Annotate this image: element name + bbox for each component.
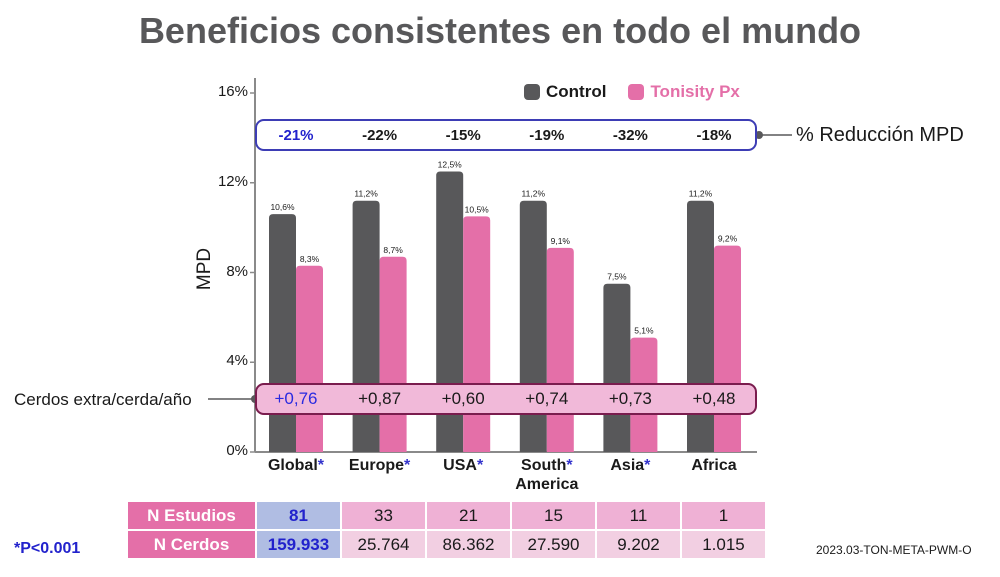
category-name: Africa (691, 457, 737, 474)
x-tick-label: Asia* (585, 456, 675, 475)
bar-control (603, 283, 631, 452)
extra-pigs-value: +0,60 (441, 389, 485, 408)
reduction-value: -22% (362, 127, 398, 144)
bar-tonisity (379, 256, 407, 452)
x-tick-label: South* America (502, 456, 592, 494)
reference-code: 2023.03-TON-META-PWM-O (816, 543, 972, 557)
legend-item-tonisity: Tonisity Px (628, 82, 740, 102)
extra-pigs-value: +0,73 (608, 389, 652, 408)
bar-value-label: 10,6% (270, 202, 295, 212)
reduction-value: -32% (612, 127, 648, 144)
significance-star: * (404, 457, 411, 474)
bar-tonisity (463, 216, 491, 452)
table-cell: 1 (680, 500, 767, 531)
reduction-box (255, 119, 757, 151)
bar-value-label: 8,7% (383, 245, 403, 255)
legend-label-control: Control (546, 82, 607, 101)
table-cell: 15 (510, 500, 597, 531)
legend-swatch-control (524, 84, 540, 100)
extra-pigs-label: Cerdos extra/cerda/año (14, 390, 192, 409)
studies-table: N Estudios 81 33 21 15 11 1 N Cerdos 159… (126, 500, 767, 560)
table-cell: 9.202 (595, 529, 682, 560)
y-tick-label: 8% (226, 262, 248, 280)
legend-swatch-tonisity (628, 84, 645, 100)
bar-value-label: 9,1% (551, 236, 571, 246)
category-name: Asia (610, 457, 645, 474)
extra-pigs-value: +0,76 (274, 389, 318, 408)
y-tick-label: 4% (226, 352, 248, 370)
bar-value-label: 11,2% (689, 189, 713, 199)
bar-value-label: 10,5% (465, 204, 490, 214)
bar-tonisity (714, 245, 741, 452)
chart-title: Beneficios consistentes en todo el mundo (138, 10, 862, 51)
extra-pigs-value: +0,74 (525, 389, 569, 408)
reduction-value: -21% (278, 127, 314, 144)
category-name: USA (443, 457, 477, 474)
extra-pigs-value: +0,87 (358, 389, 402, 408)
y-tick-label: 12% (217, 172, 248, 190)
table-cell: 21 (425, 500, 512, 531)
bar-labels: 10,6% 8,3% 11,2% 8,7% 12,5% 10,5% 11,2% 9,1% 7,5… (270, 160, 737, 336)
x-tick-label: Europe* (335, 456, 425, 475)
category-name-line2: America (515, 476, 579, 493)
table-cell: 33 (340, 500, 427, 531)
category-name: Global (267, 457, 318, 474)
legend-item-control: Control (524, 82, 606, 102)
extra-pigs-value: +0,48 (692, 389, 736, 408)
x-tick-label: Global* (251, 456, 341, 475)
bar-value-label: 12,5% (438, 160, 463, 170)
reduction-value: -15% (445, 127, 481, 144)
significance-star: * (317, 457, 324, 474)
legend-label-tonisity: Tonisity Px (650, 82, 740, 101)
table-row-studies: N Estudios 81 33 21 15 11 1 (126, 500, 767, 531)
connectors (208, 131, 792, 403)
y-tick-label: 16% (217, 83, 248, 100)
category-name: South (521, 457, 567, 474)
significance-star: * (566, 457, 573, 474)
significance-footnote: *P<0.001 (14, 540, 81, 557)
bar-control (436, 171, 464, 452)
bar-tonisity (296, 265, 323, 452)
table-cell: 27.590 (510, 529, 597, 560)
bar-value-label: 7,5% (607, 272, 627, 282)
reduction-connector-dot (755, 131, 763, 139)
table-cell: 1.015 (680, 529, 767, 560)
bar-value-label: 8,3% (300, 254, 320, 264)
reduction-value: -18% (696, 127, 732, 144)
extra-pigs-box (255, 383, 757, 415)
reduction-value: -19% (529, 127, 565, 144)
bar-value-label: 5,1% (634, 326, 654, 336)
y-tick-label: 0% (226, 442, 248, 459)
significance-star: * (644, 457, 651, 474)
x-tick-label: Africa (669, 456, 759, 475)
row-header: N Estudios (126, 500, 257, 531)
category-name: Europe (348, 457, 405, 474)
bar-value-label: 11,2% (354, 189, 378, 199)
legend: Control Tonisity Px (524, 82, 762, 102)
table-cell: 86.362 (425, 529, 512, 560)
reduction-label: % Reducción MPD (796, 124, 964, 146)
significance-star: * (476, 457, 484, 474)
bar-value-label: 9,2% (718, 234, 738, 244)
table-cell: 81 (255, 500, 342, 531)
table-cell: 11 (595, 500, 682, 531)
bar-tonisity (546, 247, 574, 452)
bar-value-label: 11,2% (522, 189, 546, 199)
table-cell: 159.933 (255, 529, 342, 560)
bar-control (269, 214, 296, 452)
row-header: N Cerdos (126, 529, 257, 560)
table-row-pigs: N Cerdos 159.933 25.764 86.362 27.590 9.… (126, 529, 767, 560)
table-cell: 25.764 (340, 529, 427, 560)
x-tick-label: USA* (418, 456, 508, 475)
